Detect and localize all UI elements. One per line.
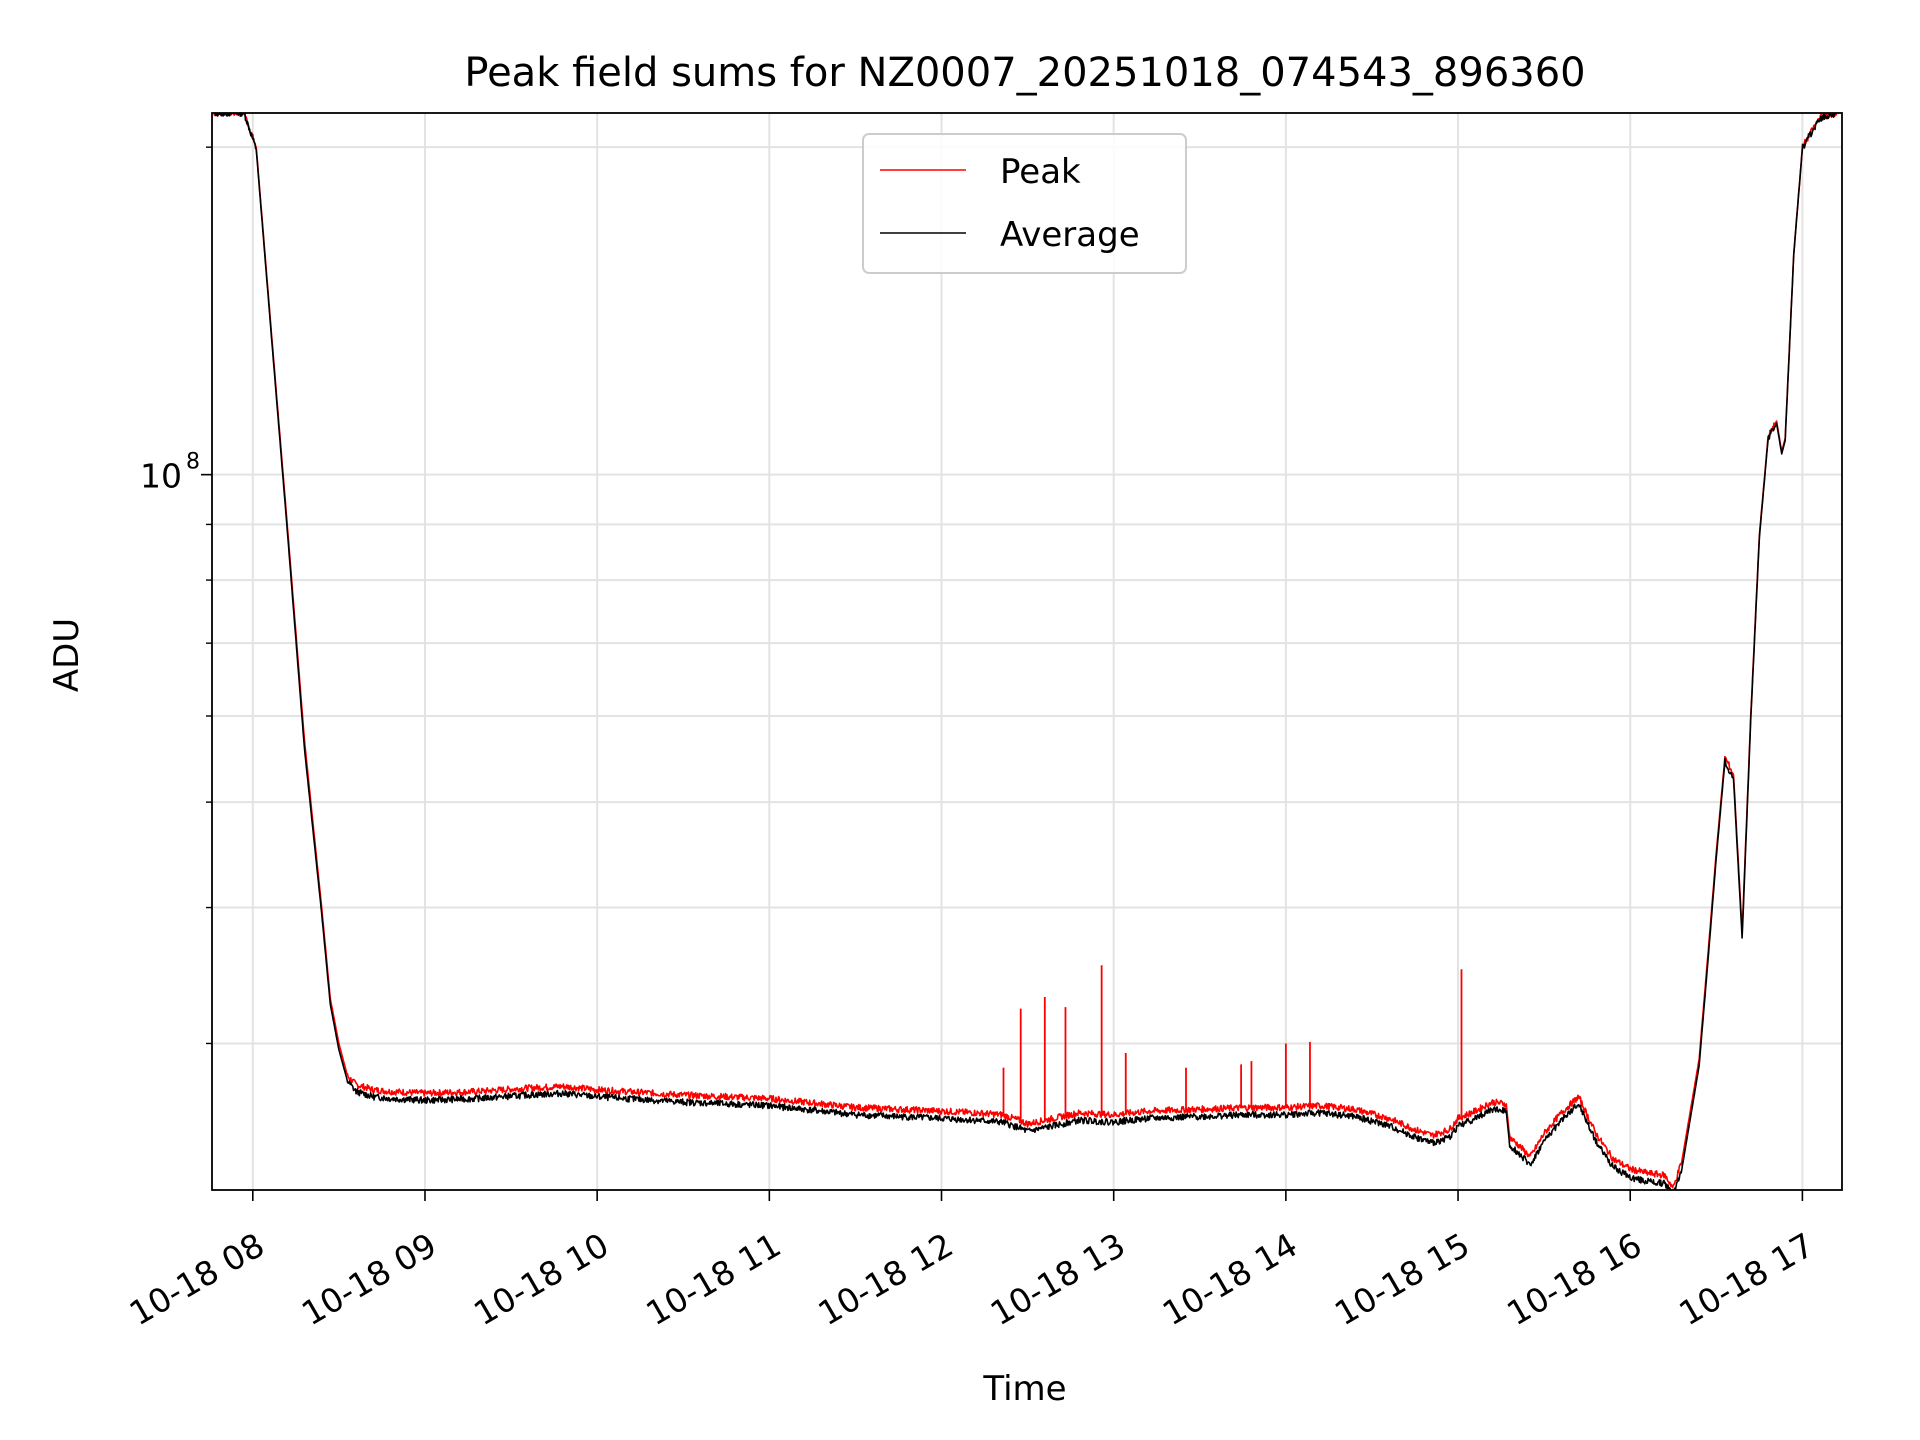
legend: Peak Average <box>862 133 1187 274</box>
y-tick-label-exponent: 8 <box>186 450 200 475</box>
y-axis: 10 8 <box>140 146 212 1045</box>
y-axis-label: ADU <box>47 618 87 692</box>
chart-title: Peak field sums for NZ0007_20251018_0745… <box>464 50 1585 96</box>
grid <box>212 113 1842 1190</box>
legend-label-peak: Peak <box>1000 152 1081 192</box>
y-tick-label: 10 <box>140 457 182 496</box>
series-line-peak <box>213 113 1838 1189</box>
series-line-average <box>213 113 1837 1190</box>
legend-box <box>862 133 1187 274</box>
plot-frame <box>211 112 1843 1191</box>
x-axis-label: Time <box>982 1369 1066 1409</box>
series-layer <box>213 113 1838 1190</box>
legend-label-average: Average <box>1000 215 1140 255</box>
